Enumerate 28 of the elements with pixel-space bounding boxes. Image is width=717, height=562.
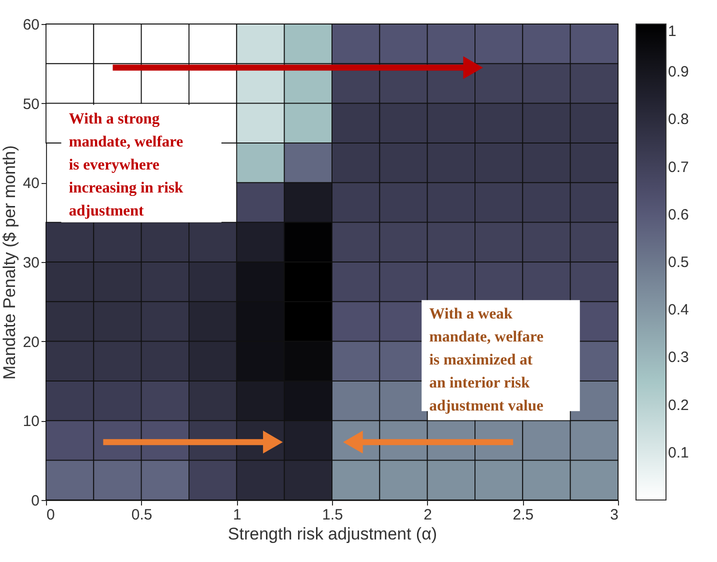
x-tick-label: 0.5 [131,506,152,524]
color-bar-label: 0.1 [668,444,689,462]
color-bar-label: 1 [668,23,676,40]
annotation: With a strong mandate, welfare is everywhere increasing in risk adjustment [68,110,184,220]
color-bar-label: 0.9 [668,64,689,81]
y-tick-label: 0 [31,492,40,510]
x-tick-label: 2 [424,506,432,524]
color-bar-label: 0.4 [668,302,689,319]
y-tick-label: 30 [22,254,40,272]
y-axis-title: Mandate Penalty ($ per month) [0,145,19,380]
color-bar-label: 0.5 [668,254,689,271]
y-tick-label: 10 [22,413,40,430]
x-tick-label: 3 [610,506,618,524]
y-tick-label: 40 [22,175,40,192]
color-bar-label: 0.6 [668,206,689,224]
x-axis-title: Strength risk adjustment (α) [228,524,438,544]
y-tick-label: 50 [22,96,40,113]
color-bar-label: 0.7 [668,158,689,176]
annotation: With a weak mandate, welfare is maximized at an interior risk adjustment value [429,305,544,414]
color-bar-label: 0.3 [668,349,689,366]
y-tick-label: 60 [22,16,40,34]
y-tick-label: 20 [22,334,40,351]
x-tick-label: 1.5 [322,506,343,524]
color-bar-label: 0.2 [668,396,689,414]
color-bar-label: 0.8 [668,111,689,128]
x-tick-label: 2.5 [512,506,534,524]
x-tick-label: 0 [46,506,55,524]
x-tick-label: 1 [232,506,242,524]
